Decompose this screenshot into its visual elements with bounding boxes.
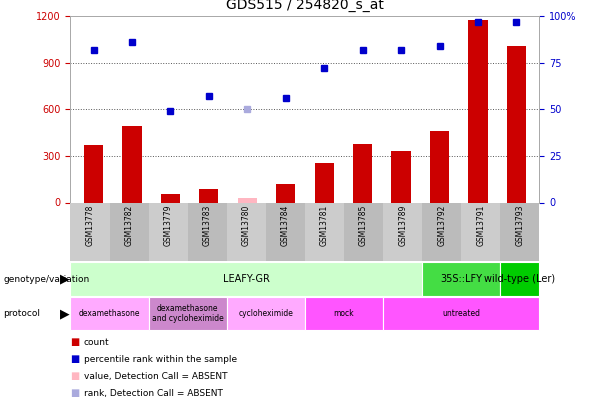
Bar bbox=[70, 297, 149, 330]
Text: percentile rank within the sample: percentile rank within the sample bbox=[84, 355, 237, 364]
Text: count: count bbox=[84, 338, 110, 347]
Text: GSM13789: GSM13789 bbox=[398, 204, 407, 246]
Text: GSM13785: GSM13785 bbox=[359, 204, 368, 246]
Text: ■: ■ bbox=[70, 337, 80, 347]
Bar bbox=[161, 194, 180, 202]
Bar bbox=[392, 151, 411, 202]
Text: cycloheximide: cycloheximide bbox=[238, 309, 294, 318]
Text: protocol: protocol bbox=[3, 309, 40, 318]
Bar bbox=[238, 198, 257, 202]
Bar bbox=[123, 126, 142, 202]
Text: GSM13783: GSM13783 bbox=[203, 204, 211, 246]
Bar bbox=[383, 297, 539, 330]
Text: GSM13781: GSM13781 bbox=[320, 204, 329, 245]
Bar bbox=[422, 262, 500, 296]
Text: GSM13779: GSM13779 bbox=[164, 204, 173, 246]
Bar bbox=[353, 143, 372, 202]
Title: GDS515 / 254820_s_at: GDS515 / 254820_s_at bbox=[226, 0, 384, 13]
Text: GSM13791: GSM13791 bbox=[476, 204, 485, 246]
Bar bbox=[149, 297, 227, 330]
Text: GSM13782: GSM13782 bbox=[124, 204, 134, 245]
Bar bbox=[314, 163, 334, 202]
Text: ▶: ▶ bbox=[60, 307, 70, 320]
Text: dexamethasone: dexamethasone bbox=[79, 309, 140, 318]
Text: mock: mock bbox=[333, 309, 354, 318]
Bar bbox=[500, 262, 539, 296]
Text: LEAFY-GR: LEAFY-GR bbox=[223, 274, 270, 284]
Bar bbox=[199, 189, 218, 202]
Bar bbox=[276, 184, 295, 202]
Bar bbox=[305, 202, 344, 261]
Bar bbox=[422, 202, 462, 261]
Text: GSM13780: GSM13780 bbox=[242, 204, 251, 246]
Text: value, Detection Call = ABSENT: value, Detection Call = ABSENT bbox=[84, 372, 227, 381]
Bar bbox=[507, 46, 526, 202]
Bar bbox=[383, 202, 422, 261]
Text: ■: ■ bbox=[70, 388, 80, 398]
Bar bbox=[305, 297, 383, 330]
Text: genotype/variation: genotype/variation bbox=[3, 275, 89, 284]
Text: ■: ■ bbox=[70, 354, 80, 364]
Text: GSM13793: GSM13793 bbox=[516, 204, 524, 246]
Bar bbox=[462, 202, 500, 261]
Bar bbox=[227, 297, 305, 330]
Text: ▶: ▶ bbox=[60, 273, 70, 286]
Text: GSM13784: GSM13784 bbox=[281, 204, 290, 246]
Bar bbox=[149, 202, 188, 261]
Bar bbox=[84, 145, 103, 202]
Text: GSM13792: GSM13792 bbox=[437, 204, 446, 246]
Bar bbox=[468, 20, 487, 202]
Bar bbox=[188, 202, 227, 261]
Bar bbox=[110, 202, 149, 261]
Text: untreated: untreated bbox=[443, 309, 480, 318]
Text: GSM13778: GSM13778 bbox=[86, 204, 94, 246]
Bar bbox=[70, 262, 422, 296]
Bar bbox=[70, 202, 110, 261]
Text: ■: ■ bbox=[70, 371, 80, 381]
Bar bbox=[266, 202, 305, 261]
Bar bbox=[430, 131, 449, 202]
Bar bbox=[344, 202, 383, 261]
Text: wild-type (Ler): wild-type (Ler) bbox=[484, 274, 555, 284]
Text: rank, Detection Call = ABSENT: rank, Detection Call = ABSENT bbox=[84, 389, 223, 398]
Text: 35S::LFY: 35S::LFY bbox=[440, 274, 482, 284]
Bar bbox=[227, 202, 266, 261]
Text: dexamethasone
and cycloheximide: dexamethasone and cycloheximide bbox=[152, 304, 224, 323]
Bar bbox=[500, 202, 539, 261]
